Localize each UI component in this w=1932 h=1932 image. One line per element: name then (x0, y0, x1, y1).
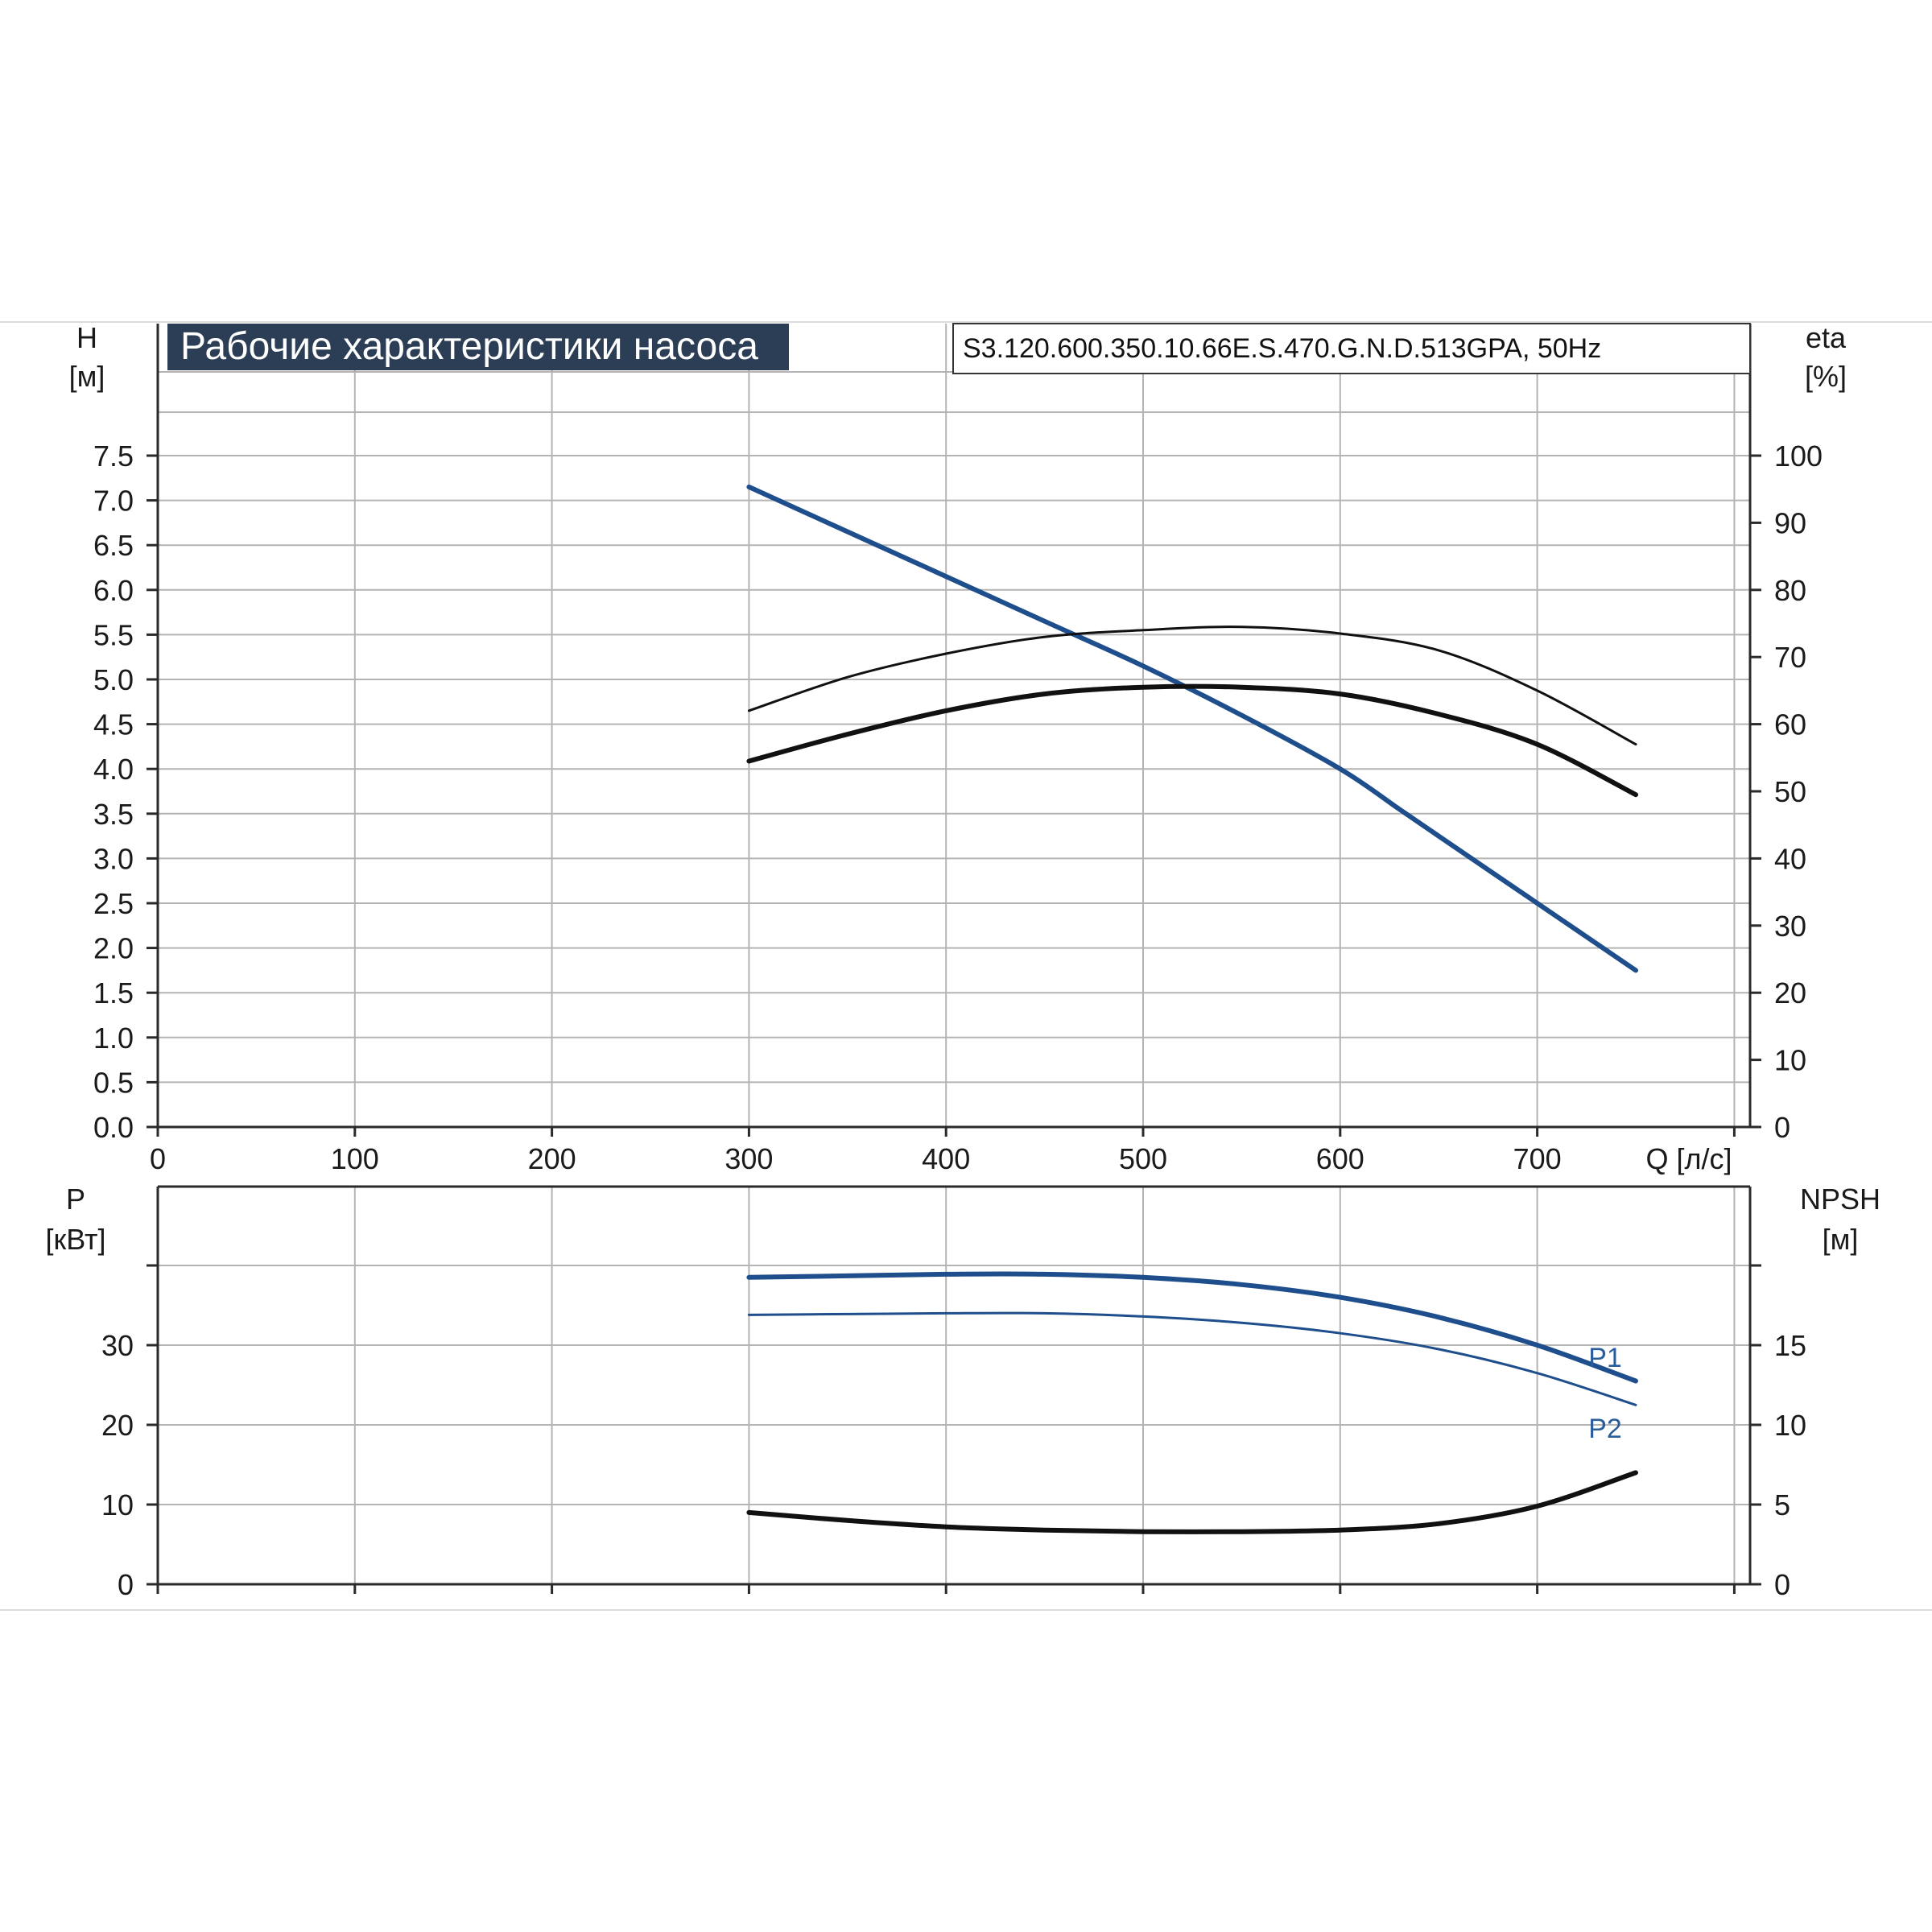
x-tick-label: 400 (922, 1142, 970, 1175)
model-box (952, 323, 1751, 374)
left-tick-label: 1.0 (93, 1022, 134, 1055)
top-plot-grid (158, 324, 1750, 1128)
right-tick-label: 60 (1774, 708, 1806, 741)
left-tick-label: 7.0 (93, 485, 134, 518)
right-tick-label: 0 (1774, 1111, 1790, 1144)
bottom-plot-tick-labels: 0 10 20 30 0 5 10 15 (101, 1329, 1806, 1601)
q-axis-label: Q [л/с] (1645, 1142, 1732, 1175)
right-tick-label: 15 (1774, 1329, 1806, 1362)
x-tick-label: 700 (1513, 1142, 1562, 1175)
right-tick-label: 30 (1774, 910, 1806, 943)
left-tick-label: 7.5 (93, 440, 134, 473)
p2-series-label: P2 (1588, 1414, 1622, 1444)
chart-title: Рабочие характеристики насоса (180, 325, 758, 368)
left-tick-label: 4.0 (93, 753, 134, 786)
right-tick-label: 10 (1774, 1044, 1806, 1077)
left-tick-label: 2.0 (93, 932, 134, 965)
right-tick-label: 70 (1774, 641, 1806, 674)
left-tick-label: 4.5 (93, 708, 134, 741)
x-tick-label: 0 (150, 1142, 166, 1175)
top-plot-series (746, 484, 1638, 973)
npsh-axis-label: NPSH (1800, 1183, 1880, 1216)
series-line-h (746, 484, 1638, 973)
model-label: S3.120.600.350.10.66E.S.470.G.N.D.513GPA… (963, 333, 1601, 364)
left-tick-label: 5.0 (93, 663, 134, 696)
left-tick-label: 0 (118, 1568, 134, 1601)
left-tick-label: 5.5 (93, 618, 134, 651)
series-line-eta1 (747, 625, 1637, 746)
left-tick-label: 0.5 (93, 1066, 134, 1099)
right-tick-label: 40 (1774, 842, 1806, 875)
left-tick-label: 3.0 (93, 842, 134, 875)
left-tick-label: 0.0 (93, 1111, 134, 1144)
left-tick-label: 1.5 (93, 976, 134, 1009)
x-tick-label: 600 (1316, 1142, 1364, 1175)
left-tick-label: 6.0 (93, 574, 134, 607)
left-tick-label: 10 (101, 1488, 134, 1521)
p-axis-unit: [кВт] (45, 1223, 105, 1256)
right-tick-label: 20 (1774, 976, 1806, 1009)
left-tick-label: 2.5 (93, 887, 134, 920)
eta-axis-unit: [%] (1805, 360, 1847, 393)
series-line-p1 (746, 1271, 1638, 1384)
bottom-plot-grid (158, 1187, 1750, 1585)
right-tick-label: 10 (1774, 1409, 1806, 1442)
x-tick-label: 500 (1119, 1142, 1167, 1175)
right-tick-label: 100 (1774, 440, 1823, 473)
right-tick-label: 0 (1774, 1568, 1790, 1601)
right-tick-label: 90 (1774, 506, 1806, 539)
left-tick-label: 6.5 (93, 529, 134, 562)
h-axis-label: H (76, 321, 97, 354)
series-line-p2 (747, 1311, 1637, 1406)
left-tick-label: 3.5 (93, 798, 134, 831)
x-tick-label: 200 (528, 1142, 576, 1175)
series-line-npsh (746, 1470, 1638, 1534)
npsh-axis-unit: [м] (1823, 1223, 1859, 1256)
right-tick-label: 50 (1774, 775, 1806, 808)
right-tick-label: 5 (1774, 1488, 1790, 1521)
bottom-plot-axes (147, 1185, 1761, 1594)
left-tick-label: 30 (101, 1329, 134, 1362)
p1-series-label: P1 (1588, 1343, 1622, 1373)
top-plot-tick-labels: 0.0 0.5 1.0 1.5 2.0 2.5 3.0 3.5 4.0 4.5 5.0 5.5 6.0 6… (93, 440, 1823, 1175)
h-axis-unit: [м] (69, 360, 105, 393)
x-tick-label: 100 (331, 1142, 379, 1175)
bottom-plot-series (746, 1271, 1638, 1534)
left-tick-label: 20 (101, 1409, 134, 1442)
top-plot-axes (147, 324, 1761, 1137)
eta-axis-label: eta (1806, 321, 1847, 354)
chart-title-box (167, 324, 789, 370)
x-tick-label: 300 (724, 1142, 773, 1175)
series-line-eta2 (746, 683, 1638, 798)
right-tick-label: 80 (1774, 574, 1806, 607)
p-axis-label: P (66, 1183, 85, 1216)
